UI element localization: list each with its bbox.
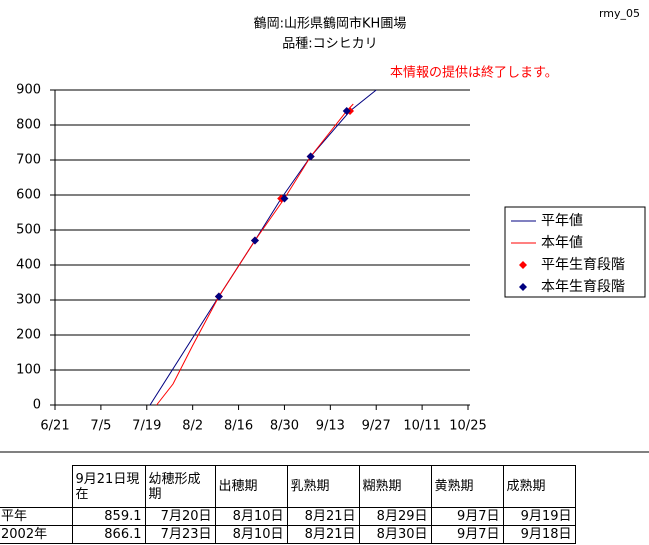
header-row: 9月21日現在 幼穂形成期 出穂期 乳熟期 糊熟期 黄熟期 成熟期 [0,465,576,508]
x-tick-label: 7/19 [132,419,161,434]
y-tick-label: 600 [16,188,41,203]
series-line [149,89,377,406]
legend-swatch [519,261,527,269]
value-cell: 8月21日 [286,525,360,544]
value-cell: 9月19日 [502,507,576,526]
value-cell: 8月10日 [214,525,288,544]
x-tick-label: 9/13 [316,419,345,434]
value-cell: 9月7日 [430,507,504,526]
chart-title: 鶴岡:山形県鶴岡市KH圃場 [254,16,407,32]
y-tick-label: 800 [16,118,41,133]
header-cell: 糊熟期 [358,465,432,508]
stage-marker [214,292,223,301]
header-cell: 乳熟期 [286,465,360,508]
y-tick-label: 300 [16,293,41,308]
row-label: 2002年 [0,525,73,544]
header-cell: 9月21日現在 [71,465,146,508]
value-cell: 8月30日 [358,525,432,544]
x-tick-label: 10/11 [403,419,440,434]
chart-subtitle: 品種:コシヒカリ [282,36,377,52]
legend-label: 平年値 [541,213,583,229]
header-cell: 幼穂形成期 [144,465,216,508]
header-cell: 黄熟期 [430,465,504,508]
value-cell: 7月23日 [144,525,216,544]
value-cell: 859.1 [71,507,146,526]
plot [149,89,377,406]
annotation: 本情報の提供は終了します。 [390,65,558,81]
legend-label: 本年生育段階 [541,279,625,295]
x-tick-label: 8/16 [224,419,253,434]
x-tick-label: 8/30 [270,419,299,434]
x-tick-label: 9/27 [362,419,391,434]
legend-label: 平年生育段階 [541,257,625,273]
value-cell: 7月20日 [144,507,216,526]
x-tick-label: 10/25 [449,419,486,434]
x-tick-label: 8/2 [182,419,203,434]
x-tick-label: 7/5 [90,419,111,434]
data-row: 2002年 866.1 7月23日 8月10日 8月21日 8月30日 9月7日 9月18日 [0,525,576,544]
header-cell: 出穂期 [214,465,288,508]
value-cell: 8月10日 [214,507,288,526]
header-cell: 成熟期 [502,465,576,508]
value-cell: 8月29日 [358,507,432,526]
corner-cell [0,465,73,508]
value-cell: 8月21日 [286,507,360,526]
legend-swatch [519,283,527,291]
y-tick-label: 100 [16,363,41,378]
y-tick-label: 400 [16,258,41,273]
legend-label: 本年値 [541,235,583,251]
row-label: 平年 [0,507,73,526]
stage-marker [306,152,315,161]
stage-marker [250,236,259,245]
value-cell: 866.1 [71,525,146,544]
stage-marker [342,107,351,115]
value-cell: 9月7日 [430,525,504,544]
y-tick-label: 0 [33,398,41,413]
legend-box [504,206,646,298]
y-tick-label: 900 [16,83,41,98]
page-id: rmy_05 [599,7,640,20]
value-cell: 9月18日 [502,525,576,544]
data-row: 平年 859.1 7月20日 8月10日 8月21日 8月29日 9月7日 9月19日 [0,507,576,526]
y-tick-label: 200 [16,328,41,343]
x-tick-label: 6/21 [40,419,69,434]
stage-table: 9月21日現在 幼穂形成期 出穂期 乳熟期 糊熟期 黄熟期 成熟期 平年 859.1 7月20日 8… [0,465,576,544]
stage-marker [280,194,289,203]
y-tick-label: 700 [16,153,41,168]
y-tick-label: 500 [16,223,41,238]
series-line [156,103,354,406]
